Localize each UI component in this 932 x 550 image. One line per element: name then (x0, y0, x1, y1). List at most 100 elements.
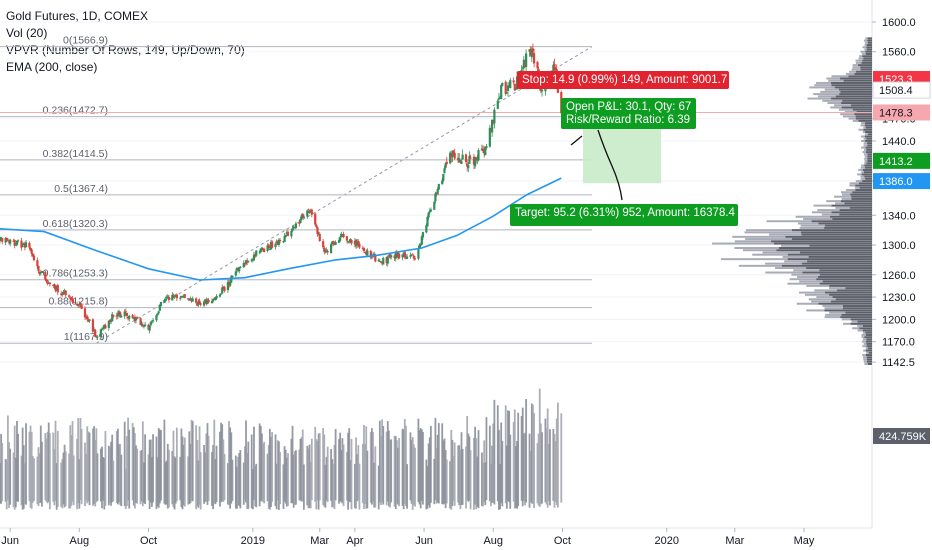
volume-profile-row (787, 253, 872, 256)
fibonacci-retracement[interactable]: 0(1566.9) 0.236(1472.7) 0.382(1414.5) 0.5(1… (0, 35, 593, 344)
volume-bar (54, 420, 57, 501)
candle-body (123, 311, 126, 317)
candle-body (294, 223, 298, 228)
volume-profile-row (762, 251, 800, 254)
candle-body (386, 256, 389, 264)
volume-profile-row (781, 264, 872, 267)
volume-bar (276, 440, 279, 501)
volume-profile-row (849, 206, 872, 209)
candle-body (404, 256, 408, 259)
volume-bar (290, 438, 293, 504)
time-axis[interactable]: Jun Aug Oct 2019 Mar Apr Jun Aug Oct 2020 Mar May (0, 528, 932, 550)
volume-profile-row (866, 356, 872, 359)
candle-body (79, 302, 82, 305)
candle-body (493, 109, 496, 124)
volume-profile-row (864, 362, 868, 365)
volume-profile-row (867, 157, 872, 160)
volume-bar (342, 444, 345, 507)
volume-bar (60, 462, 63, 507)
candle-body (481, 148, 485, 151)
volume-profile-row (828, 79, 844, 82)
volume-bar (263, 441, 266, 504)
volume-profile-row (865, 122, 872, 125)
volume-profile-row (854, 113, 872, 116)
volume-bar (190, 419, 193, 501)
candle-body (243, 263, 246, 265)
volume-bar (529, 451, 532, 503)
fib-level-label: 1(1167.9) (64, 331, 108, 343)
volume-profile-row (802, 271, 872, 274)
volume-bar (468, 436, 471, 501)
volume-profile-row (832, 296, 872, 299)
volume-profile-row (862, 331, 866, 334)
volume-bar (499, 463, 501, 510)
candle-body (38, 271, 41, 274)
volume-bar (211, 452, 213, 506)
candle-body (255, 250, 258, 256)
volume-bar (124, 468, 127, 509)
volume-profile-row (854, 73, 872, 76)
volume-profile-row (752, 253, 788, 256)
volume-profile-row (860, 166, 865, 169)
candle-body (309, 210, 312, 212)
candle-body (390, 255, 393, 258)
volume-profile-row (866, 137, 872, 140)
volume-bar (80, 428, 83, 505)
candle-body (83, 308, 87, 318)
candle-body (466, 163, 469, 167)
candle-body (361, 247, 364, 249)
candle-body (528, 49, 531, 52)
volume-bar (483, 440, 486, 503)
volume-profile-row (829, 215, 872, 218)
price-axis[interactable]: 1600.01560.01470.01440.01386.01340.01300… (872, 0, 932, 528)
candle-body (310, 209, 313, 215)
candle-body (147, 324, 150, 330)
candle-body (540, 89, 544, 92)
volume-bar (245, 420, 247, 503)
legend-symbol[interactable]: Gold Futures, 1D, COMEX (6, 9, 149, 23)
volume-profile-row (830, 81, 872, 84)
candle-body (357, 240, 360, 245)
volume-profile-row (858, 119, 872, 122)
candle-body (553, 63, 556, 69)
volume-profile-row (813, 93, 840, 96)
candle-body (23, 243, 26, 248)
volume-bar (226, 463, 229, 505)
time-tick-label: May (794, 535, 815, 547)
candle-body (381, 261, 384, 264)
volume-bar (274, 434, 277, 507)
position-zones[interactable] (0, 101, 872, 184)
volume-bar (268, 428, 271, 510)
volume-profile-row (867, 133, 872, 136)
position-tool[interactable]: Stop: 14.9 (0.99%) 149, Amount: 9001.7 Op… (510, 71, 738, 226)
volume-profile-row (803, 218, 833, 221)
volume-bar (525, 398, 528, 503)
volume-profile-row (791, 229, 872, 232)
volume-bar (149, 439, 152, 503)
volume-bar (205, 433, 208, 502)
volume-profile-row (866, 351, 869, 354)
candle-body (239, 266, 242, 268)
volume-profile-row (778, 246, 872, 249)
volume-profile-row (799, 280, 823, 283)
candle-body (78, 303, 81, 305)
volume-bar (79, 418, 82, 501)
volume-bar (278, 441, 280, 510)
volume-bar (206, 423, 209, 505)
legend-volume-indicator[interactable]: Vol (20) (6, 26, 48, 40)
volume-profile-row (864, 157, 868, 160)
volume-bar (500, 422, 503, 504)
price-tick-label: 1230.0 (882, 292, 916, 304)
volume-bar (409, 432, 412, 501)
volume-bar (160, 430, 162, 501)
volume-profile-row (819, 273, 872, 276)
volume-bar (63, 444, 66, 508)
volume-profile-row (842, 115, 856, 118)
volume-bar (234, 455, 237, 509)
volume-bar (36, 456, 39, 505)
volume-profile-row (857, 64, 872, 67)
candle-body (148, 326, 151, 331)
legend-ema-indicator[interactable]: EMA (200, close) (6, 60, 98, 74)
candle-body (434, 193, 437, 202)
